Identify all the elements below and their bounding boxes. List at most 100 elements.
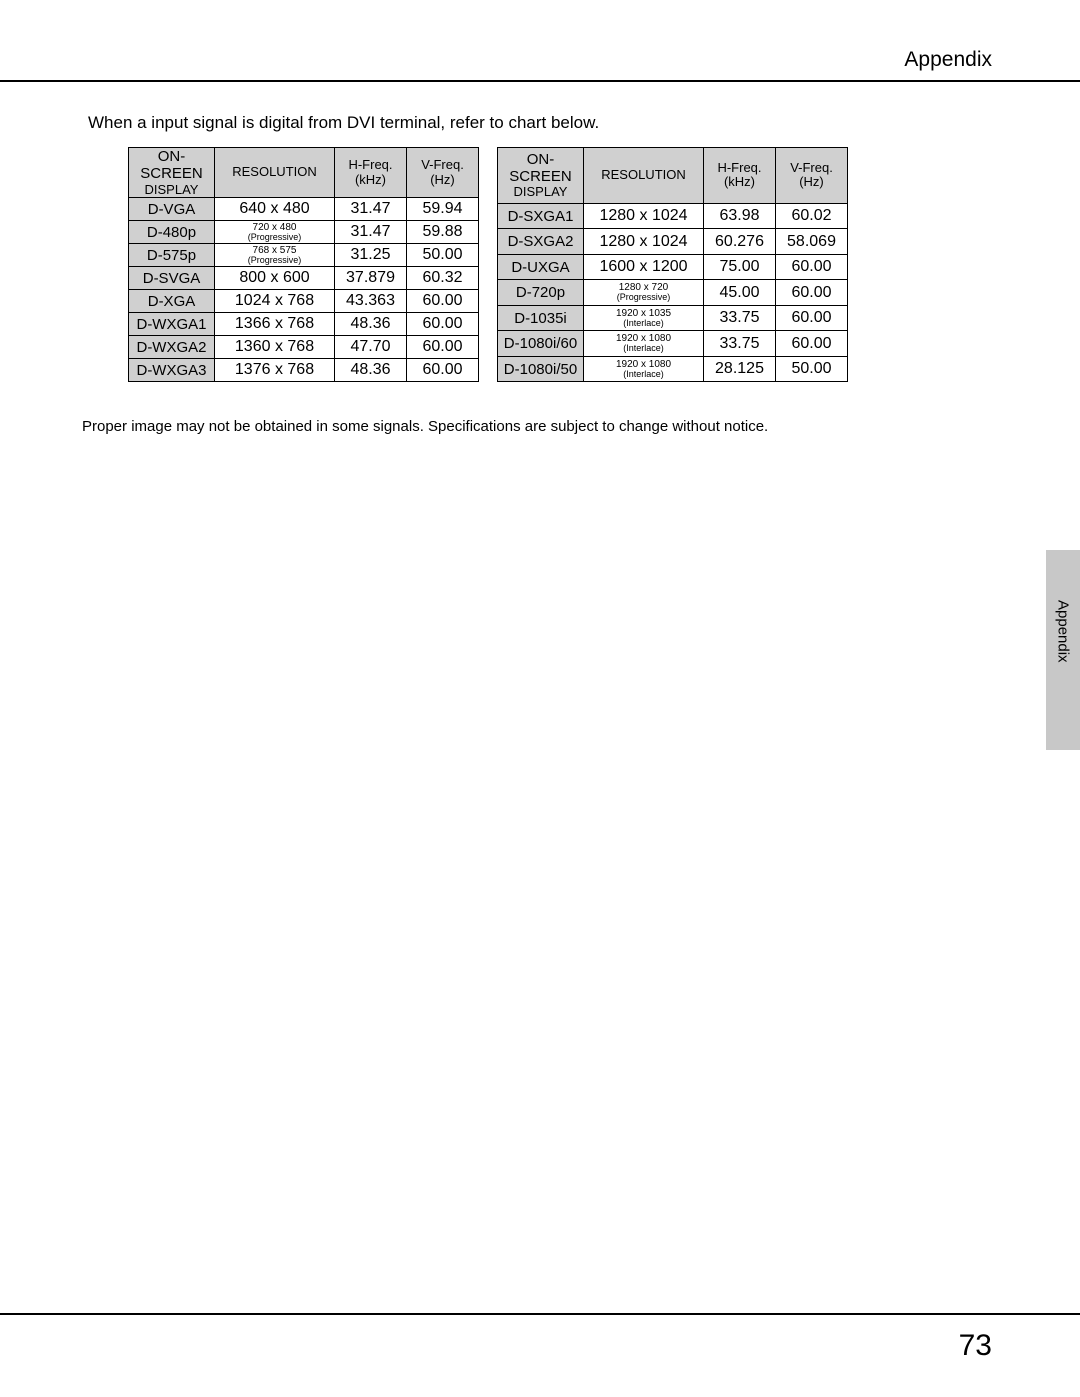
cell-res-sub: (Interlace) <box>584 370 703 379</box>
table-row: D-WXGA1 1366 x 768 48.36 60.00 <box>129 313 479 336</box>
tables-wrap: ON-SCREEN DISPLAY RESOLUTION H-Freq. (kH… <box>128 147 1080 382</box>
cell-vfreq: 60.32 <box>407 267 479 290</box>
cell-osd: D-SXGA2 <box>498 229 584 255</box>
cell-osd: D-575p <box>129 244 215 267</box>
cell-hfreq: 63.98 <box>704 203 776 229</box>
table-row: D-SVGA 800 x 600 37.879 60.32 <box>129 267 479 290</box>
cell-osd: D-XGA <box>129 290 215 313</box>
cell-osd: D-VGA <box>129 198 215 221</box>
cell-osd: D-720p <box>498 280 584 306</box>
cell-res-sub: (Progressive) <box>215 233 334 242</box>
table-row: D-SXGA2 1280 x 1024 60.276 58.069 <box>498 229 848 255</box>
section-title: Appendix <box>904 48 992 72</box>
spec-table-right: ON-SCREEN DISPLAY RESOLUTION H-Freq. (kH… <box>497 147 848 382</box>
cell-res: 1920 x 1035(Interlace) <box>584 305 704 331</box>
cell-osd: D-WXGA1 <box>129 313 215 336</box>
cell-hfreq: 47.70 <box>335 336 407 359</box>
cell-osd: D-WXGA2 <box>129 336 215 359</box>
cell-hfreq: 60.276 <box>704 229 776 255</box>
table-row: D-WXGA3 1376 x 768 48.36 60.00 <box>129 359 479 382</box>
cell-res: 1600 x 1200 <box>584 254 704 280</box>
cell-vfreq: 60.00 <box>776 280 848 306</box>
header-rule <box>0 80 1080 82</box>
cell-osd: D-WXGA3 <box>129 359 215 382</box>
cell-hfreq: 31.47 <box>335 221 407 244</box>
side-tab: Appendix <box>1046 550 1080 750</box>
cell-osd: D-1080i/60 <box>498 331 584 357</box>
cell-res: 1376 x 768 <box>215 359 335 382</box>
cell-hfreq: 45.00 <box>704 280 776 306</box>
header-hfreq-sub: (kHz) <box>704 175 775 190</box>
cell-hfreq: 37.879 <box>335 267 407 290</box>
cell-hfreq: 33.75 <box>704 305 776 331</box>
header-vfreq: V-Freq. (Hz) <box>407 148 479 198</box>
cell-hfreq: 48.36 <box>335 359 407 382</box>
header-hfreq: H-Freq. (kHz) <box>704 148 776 204</box>
cell-res: 1024 x 768 <box>215 290 335 313</box>
header-osd-main: ON-SCREEN <box>140 148 203 182</box>
cell-osd: D-SXGA1 <box>498 203 584 229</box>
header-vfreq-main: V-Freq. <box>790 160 833 175</box>
table-row: D-XGA 1024 x 768 43.363 60.00 <box>129 290 479 313</box>
header-res: RESOLUTION <box>584 148 704 204</box>
cell-osd: D-SVGA <box>129 267 215 290</box>
cell-osd: D-1080i/50 <box>498 356 584 382</box>
table-row: D-480p 720 x 480(Progressive) 31.47 59.8… <box>129 221 479 244</box>
cell-hfreq: 28.125 <box>704 356 776 382</box>
cell-res: 1920 x 1080(Interlace) <box>584 356 704 382</box>
cell-vfreq: 60.00 <box>407 290 479 313</box>
header-osd: ON-SCREEN DISPLAY <box>129 148 215 198</box>
table-row: D-WXGA2 1360 x 768 47.70 60.00 <box>129 336 479 359</box>
cell-res: 1280 x 720(Progressive) <box>584 280 704 306</box>
table-row: D-UXGA 1600 x 1200 75.00 60.00 <box>498 254 848 280</box>
cell-osd: D-UXGA <box>498 254 584 280</box>
cell-vfreq: 59.94 <box>407 198 479 221</box>
side-tab-label: Appendix <box>1055 600 1072 663</box>
cell-res: 640 x 480 <box>215 198 335 221</box>
header-osd: ON-SCREEN DISPLAY <box>498 148 584 204</box>
table-row: D-VGA 640 x 480 31.47 59.94 <box>129 198 479 221</box>
cell-res: 1280 x 1024 <box>584 203 704 229</box>
header-vfreq-sub: (Hz) <box>776 175 847 190</box>
header-osd-sub: DISPLAY <box>498 185 583 200</box>
header-area: Appendix <box>0 0 1080 85</box>
table-row: D-1080i/60 1920 x 1080(Interlace) 33.75 … <box>498 331 848 357</box>
cell-res-sub: (Interlace) <box>584 319 703 328</box>
cell-osd: D-1035i <box>498 305 584 331</box>
cell-vfreq: 60.02 <box>776 203 848 229</box>
header-vfreq-main: V-Freq. <box>421 157 464 172</box>
table-row: D-720p 1280 x 720(Progressive) 45.00 60.… <box>498 280 848 306</box>
header-hfreq-main: H-Freq. <box>348 157 392 172</box>
header-res: RESOLUTION <box>215 148 335 198</box>
note-text: Proper image may not be obtained in some… <box>82 418 1080 435</box>
cell-vfreq: 50.00 <box>407 244 479 267</box>
cell-hfreq: 31.47 <box>335 198 407 221</box>
header-vfreq: V-Freq. (Hz) <box>776 148 848 204</box>
cell-res: 1366 x 768 <box>215 313 335 336</box>
cell-res-sub: (Progressive) <box>215 256 334 265</box>
cell-res-sub: (Interlace) <box>584 344 703 353</box>
table-row: D-SXGA1 1280 x 1024 63.98 60.02 <box>498 203 848 229</box>
header-hfreq-sub: (kHz) <box>335 173 406 188</box>
table-row: D-1080i/50 1920 x 1080(Interlace) 28.125… <box>498 356 848 382</box>
cell-hfreq: 33.75 <box>704 331 776 357</box>
cell-vfreq: 60.00 <box>407 359 479 382</box>
cell-hfreq: 48.36 <box>335 313 407 336</box>
table-row: D-1035i 1920 x 1035(Interlace) 33.75 60.… <box>498 305 848 331</box>
cell-osd: D-480p <box>129 221 215 244</box>
table-header-row: ON-SCREEN DISPLAY RESOLUTION H-Freq. (kH… <box>129 148 479 198</box>
page: Appendix When a input signal is digital … <box>0 0 1080 1397</box>
cell-res: 1280 x 1024 <box>584 229 704 255</box>
cell-res: 1360 x 768 <box>215 336 335 359</box>
cell-hfreq: 43.363 <box>335 290 407 313</box>
header-osd-sub: DISPLAY <box>129 183 214 198</box>
cell-res-sub: (Progressive) <box>584 293 703 302</box>
header-hfreq: H-Freq. (kHz) <box>335 148 407 198</box>
footer-rule <box>0 1313 1080 1315</box>
cell-vfreq: 60.00 <box>776 305 848 331</box>
cell-vfreq: 58.069 <box>776 229 848 255</box>
cell-vfreq: 60.00 <box>776 331 848 357</box>
cell-hfreq: 31.25 <box>335 244 407 267</box>
cell-vfreq: 60.00 <box>407 313 479 336</box>
cell-res: 720 x 480(Progressive) <box>215 221 335 244</box>
